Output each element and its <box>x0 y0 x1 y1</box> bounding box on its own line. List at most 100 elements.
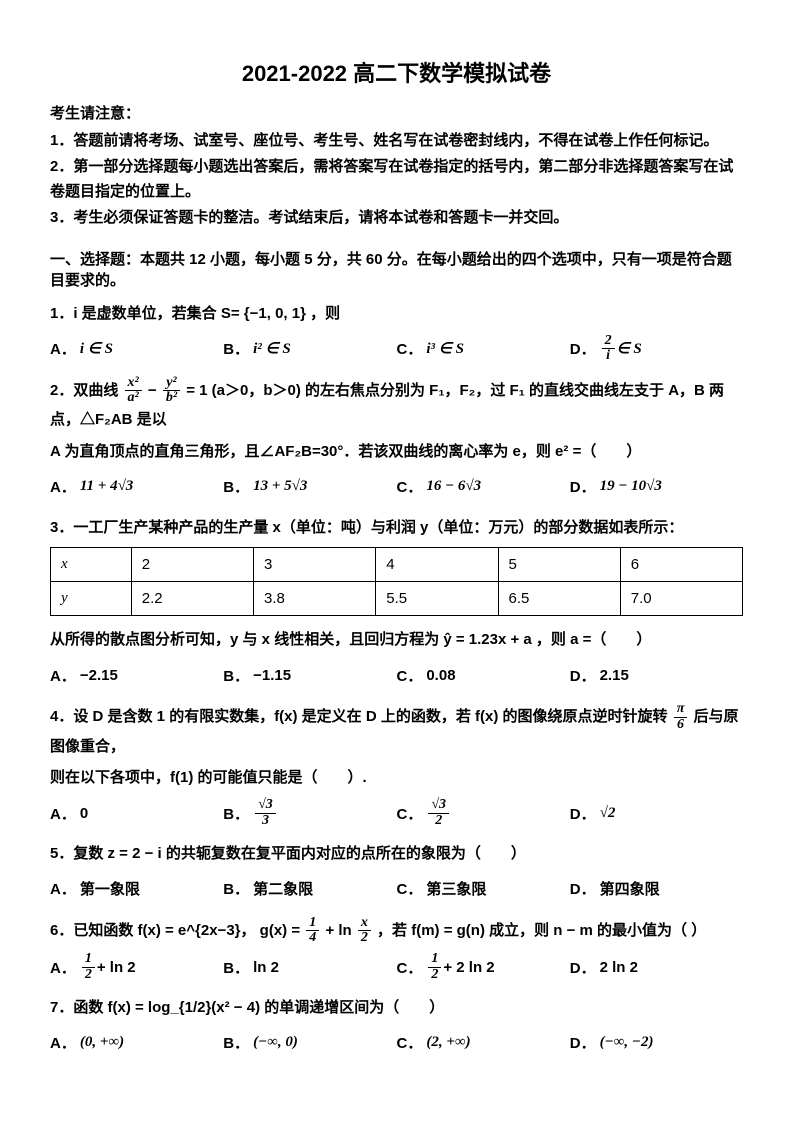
q6-frac2: x 2 <box>358 916 371 946</box>
q6-opt-c: C． 1 2 + 2 ln 2 <box>397 950 570 984</box>
q7-opt-a-text: (0, +∞) <box>80 1034 124 1051</box>
q1-set: {−1, 0, 1} <box>244 305 306 322</box>
q1-opt-d: D． 2 i ∈ S <box>570 332 743 366</box>
q3-opt-c: C． 0.08 <box>397 658 570 692</box>
frac-num: y² <box>163 376 180 392</box>
opt-label: C． <box>397 878 423 899</box>
q1-opt-b-math: i² ∈ S <box>253 339 291 358</box>
opt-label: D． <box>570 1032 596 1053</box>
frac-num: 1 <box>82 952 95 968</box>
frac-den: 2 <box>358 931 371 946</box>
opt-label: A． <box>50 803 76 824</box>
q2-opt-d-math: 19 − 10√3 <box>600 478 662 495</box>
frac-den: i <box>602 349 615 364</box>
cell: 2.2 <box>131 582 253 616</box>
opt-label: C． <box>397 665 423 686</box>
q5-opt-d-text: 第四象限 <box>600 878 660 899</box>
q6-opt-b: B． ln 2 <box>223 950 396 984</box>
frac-den: 3 <box>255 814 276 829</box>
opt-label: B． <box>223 957 249 978</box>
q4-opt-c-frac: √3 2 <box>428 798 449 828</box>
q4-opt-d: D． √2 <box>570 796 743 830</box>
q1-opt-a: A． i ∈ S <box>50 332 223 366</box>
opt-label: A． <box>50 476 76 497</box>
opt-label: B． <box>223 1032 249 1053</box>
q4-opt-a-text: 0 <box>80 805 88 822</box>
q4-opt-b-frac: √3 3 <box>255 798 276 828</box>
opt-label: C． <box>397 803 423 824</box>
q2-opt-c: C． 16 − 6√3 <box>397 470 570 504</box>
instructions-line-1: 1．答题前请将考场、试室号、座位号、考生号、姓名写在试卷密封线内，不得在试卷上作… <box>50 128 743 154</box>
instructions-heading: 考生请注意： <box>50 102 743 126</box>
q7-opt-a: A． (0, +∞) <box>50 1026 223 1060</box>
q3-opt-c-text: 0.08 <box>426 667 455 684</box>
opt-label: A． <box>50 665 76 686</box>
frac-den: 6 <box>674 718 688 733</box>
q2-opt-a: A． 11 + 4√3 <box>50 470 223 504</box>
frac-den: a² <box>125 391 142 406</box>
opt-label: D． <box>570 803 596 824</box>
q3-opt-b-text: −1.15 <box>253 667 291 684</box>
question-3: 3．一工厂生产某种产品的生产量 x（单位：吨）与利润 y（单位：万元）的部分数据… <box>50 514 743 542</box>
q6-frac1: 1 4 <box>306 916 319 946</box>
q2-minus: − <box>148 382 161 399</box>
opt-label: D． <box>570 878 596 899</box>
q5-opt-b: B． 第二象限 <box>223 872 396 906</box>
q3-table: x 2 3 4 5 6 y 2.2 3.8 5.5 6.5 7.0 <box>50 547 743 616</box>
frac-den: b² <box>163 391 180 406</box>
q1-stem-prefix: 1．i 是虚数单位，若集合 S= <box>50 305 240 322</box>
opt-label: C． <box>397 476 423 497</box>
q4-opt-d-text: √2 <box>600 805 616 822</box>
q3-options: A． −2.15 B． −1.15 C． 0.08 D． 2.15 <box>50 658 743 692</box>
frac-num: π <box>674 702 688 718</box>
q7-options: A． (0, +∞) B． (−∞, 0) C． (2, +∞) D． (−∞,… <box>50 1026 743 1060</box>
q7-opt-c-text: (2, +∞) <box>426 1034 470 1051</box>
q6-opt-b-text: ln 2 <box>253 959 279 976</box>
q4-opt-c: C． √3 2 <box>397 796 570 830</box>
table-row: x 2 3 4 5 6 <box>51 548 743 582</box>
frac-den: 4 <box>306 931 319 946</box>
q7-opt-b: B． (−∞, 0) <box>223 1026 396 1060</box>
frac-num: x <box>358 916 371 932</box>
q1-opt-c-math: i³ ∈ S <box>426 339 464 358</box>
q7-opt-c: C． (2, +∞) <box>397 1026 570 1060</box>
cell: 5 <box>498 548 620 582</box>
opt-label: C． <box>397 957 423 978</box>
q2-frac2: y² b² <box>163 376 180 406</box>
q7-opt-b-text: (−∞, 0) <box>253 1034 298 1051</box>
q6-opt-a-rest: + ln 2 <box>97 959 136 976</box>
page-title: 2021-2022 高二下数学模拟试卷 <box>50 56 743 88</box>
q3-opt-a-text: −2.15 <box>80 667 118 684</box>
opt-label: B． <box>223 803 249 824</box>
q2-stem-p1: 2．双曲线 <box>50 382 123 399</box>
cell: 2 <box>131 548 253 582</box>
q7-opt-d-text: (−∞, −2) <box>600 1034 654 1051</box>
opt-label: D． <box>570 665 596 686</box>
q2-opt-a-math: 11 + 4√3 <box>80 478 133 495</box>
q3-opt-d: D． 2.15 <box>570 658 743 692</box>
q1-options: A． i ∈ S B． i² ∈ S C． i³ ∈ S D． 2 i ∈ S <box>50 332 743 366</box>
frac-den: 2 <box>428 814 449 829</box>
q1-opt-a-math: i ∈ S <box>80 339 113 358</box>
cell: 6 <box>620 548 742 582</box>
question-4: 4．设 D 是含数 1 的有限实数集，f(x) 是定义在 D 上的函数，若 f(… <box>50 702 743 760</box>
frac-num: √3 <box>428 798 449 814</box>
row-header-x: x <box>51 548 132 582</box>
q5-opt-a-text: 第一象限 <box>80 878 140 899</box>
frac-num: x² <box>125 376 142 392</box>
row-header-y: y <box>51 582 132 616</box>
q4-options: A． 0 B． √3 3 C． √3 2 D． √2 <box>50 796 743 830</box>
q2-opt-d: D． 19 − 10√3 <box>570 470 743 504</box>
q3-opt-b: B． −1.15 <box>223 658 396 692</box>
opt-label: B． <box>223 476 249 497</box>
q6-stem-p1: 6．已知函数 f(x) = e^{2x−3}， g(x) = <box>50 922 304 939</box>
opt-label: A． <box>50 338 76 359</box>
q2-stem-p2: A 为直角顶点的直角三角形，且∠AF₂B=30°．若该双曲线的离心率为 e，则 … <box>50 438 743 466</box>
q3-followup: 从所得的散点图分析可知，y 与 x 线性相关，且回归方程为 ŷ = 1.23x … <box>50 626 743 654</box>
frac-den: 2 <box>428 968 441 983</box>
frac-num: 1 <box>428 952 441 968</box>
table-row: y 2.2 3.8 5.5 6.5 7.0 <box>51 582 743 616</box>
q2-opt-b-math: 13 + 5√3 <box>253 478 307 495</box>
question-5: 5．复数 z = 2 − i 的共轭复数在复平面内对应的点所在的象限为（ ） <box>50 840 743 868</box>
question-2: 2．双曲线 x² a² − y² b² = 1 (a＞0，b＞0) 的左右焦点分… <box>50 376 743 434</box>
